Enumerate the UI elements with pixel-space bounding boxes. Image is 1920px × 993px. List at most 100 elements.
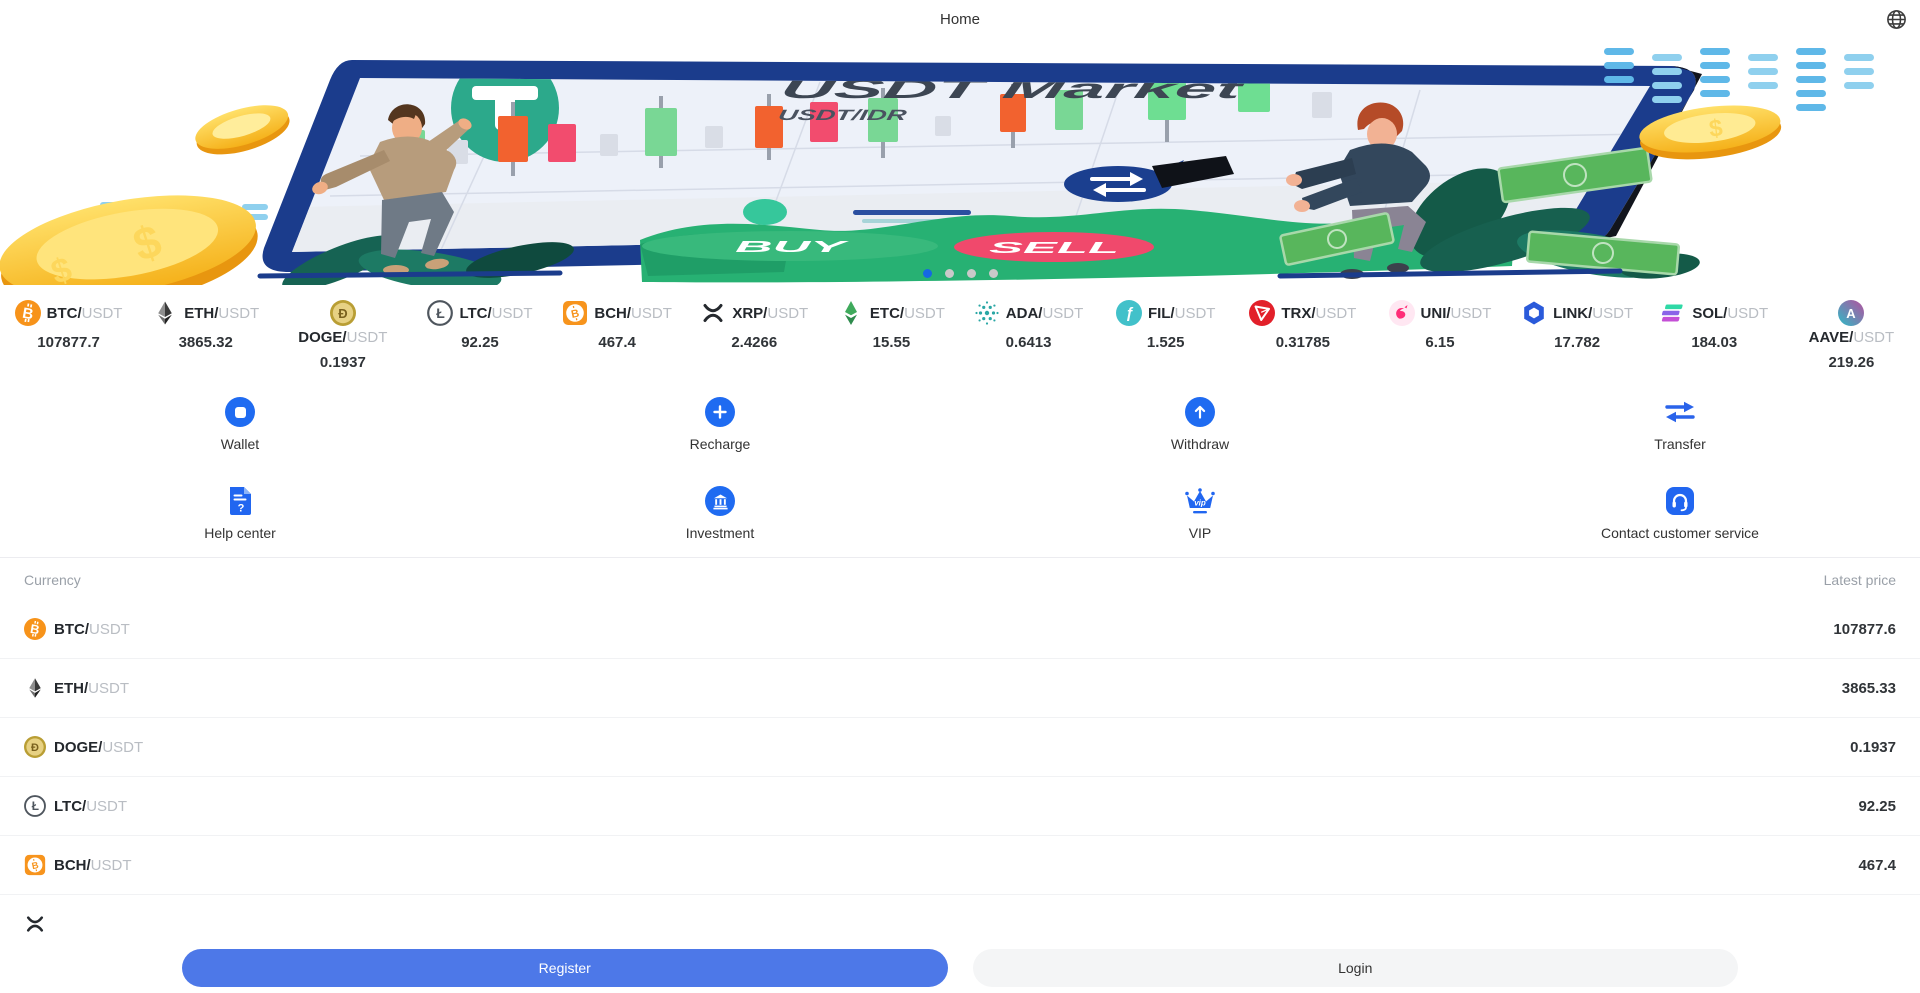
page-title: Home (939, 10, 980, 28)
eth-icon (24, 677, 46, 699)
bch-icon: B (24, 854, 46, 876)
svg-text:B: B (571, 308, 581, 321)
ada-icon (974, 300, 1000, 326)
customer-service-icon (1665, 486, 1695, 516)
ticker-item-fil[interactable]: ƒ FIL/USDT 1.525 (1097, 300, 1234, 371)
action-transfer[interactable]: Transfer (1440, 397, 1920, 452)
ticker-item-sol[interactable]: SOL/USDT 184.03 (1646, 300, 1783, 371)
row-price: 3865.33 (1841, 679, 1896, 697)
ltc-icon: Ł (24, 795, 46, 817)
svg-text:Ð: Ð (338, 306, 347, 321)
column-currency: Currency (24, 572, 81, 588)
ticker-item-ltc[interactable]: Ł LTC/USDT 92.25 (411, 300, 548, 371)
svg-text:B: B (31, 860, 40, 871)
fil-icon: ƒ (1115, 300, 1142, 326)
decor-dashes-right (1604, 48, 1874, 111)
ticker-price: 184.03 (1691, 334, 1738, 351)
ticker-item-trx[interactable]: TRX/USDT 0.31785 (1234, 300, 1371, 371)
gold-coin-large: $ $ (0, 195, 258, 285)
buy-label: BUY (735, 239, 849, 256)
banner-illustration: $ $ (0, 48, 1874, 285)
row-price: 0.1937 (1850, 738, 1896, 756)
trx-icon (1249, 300, 1276, 326)
aave-icon: A (1838, 300, 1865, 326)
svg-text:?: ? (237, 503, 244, 515)
svg-text:vip: vip (1194, 499, 1206, 508)
ticker-item-etc[interactable]: ETC/USDT 15.55 (823, 300, 960, 371)
action-investment[interactable]: Investment (480, 486, 960, 541)
recharge-plus-icon (705, 397, 735, 427)
ticker-row: B BTC/USDT 107877.7 ETH/USDT 3865.32 Ð D… (0, 300, 1920, 371)
login-button[interactable]: Login (972, 949, 1738, 987)
bch-icon: B (562, 300, 588, 326)
table-row-ltc[interactable]: Ł LTC/USDT 92.25 (0, 777, 1920, 836)
ticker-price: 0.1937 (319, 354, 366, 371)
vip-crown-icon: vip (1182, 486, 1218, 516)
doge-icon: Ð (24, 736, 46, 758)
carousel-dot[interactable] (988, 269, 998, 278)
doge-icon: Ð (329, 300, 356, 326)
withdraw-arrow-icon (1185, 397, 1215, 427)
svg-text:ƒ: ƒ (1125, 305, 1133, 322)
action-customer-service[interactable]: Contact customer service (1440, 486, 1920, 541)
column-latest-price: Latest price (1823, 572, 1896, 588)
banknotes (1279, 146, 1681, 276)
ticker-item-uni[interactable]: UNI/USDT 6.15 (1371, 300, 1508, 371)
ticker-price: 17.782 (1554, 334, 1601, 351)
row-price: 92.25 (1858, 797, 1896, 815)
market-table-header: Currency Latest price (0, 558, 1920, 600)
btc-icon: B (14, 300, 41, 326)
ticker-price: 6.15 (1425, 334, 1455, 351)
investment-bank-icon (705, 486, 735, 516)
ticker-item-aave[interactable]: A AAVE/USDT 219.26 (1783, 300, 1920, 371)
svg-text:Ð: Ð (31, 742, 39, 754)
carousel-dots (0, 269, 1920, 278)
market-table: Currency Latest price B BTC/USDT 107877.… (0, 557, 1920, 954)
bottom-auth-bar: Register Login (0, 943, 1920, 993)
carousel-dot[interactable] (944, 269, 954, 278)
ticker-price: 1.525 (1146, 334, 1185, 351)
carousel-dot[interactable] (922, 269, 932, 278)
sol-icon (1660, 300, 1686, 326)
svg-text:B: B (29, 622, 40, 637)
xrp-icon (700, 300, 726, 326)
action-withdraw[interactable]: Withdraw (960, 397, 1440, 452)
language-globe-icon[interactable] (1886, 9, 1907, 30)
ticker-price: 2.4266 (731, 334, 778, 351)
table-row-doge[interactable]: Ð DOGE/USDT 0.1937 (0, 718, 1920, 777)
ticker-price: 0.6413 (1005, 334, 1052, 351)
ticker-item-link[interactable]: LINK/USDT 17.782 (1509, 300, 1646, 371)
row-price: 467.4 (1858, 856, 1896, 874)
carousel-dot[interactable] (966, 269, 976, 278)
help-center-icon: ? (228, 486, 253, 516)
gold-coin-right: $ (1639, 105, 1782, 160)
ticker-price: 0.31785 (1275, 334, 1330, 351)
register-button[interactable]: Register (182, 949, 948, 987)
svg-text:$: $ (1708, 114, 1725, 143)
sell-pill (954, 232, 1154, 262)
header: Home (0, 0, 1920, 38)
ticker-item-bch[interactable]: B BCH/USDT 467.4 (549, 300, 686, 371)
ticker-price: 15.55 (872, 334, 911, 351)
ticker-item-ada[interactable]: ADA/USDT 0.6413 (960, 300, 1097, 371)
ticker-item-btc[interactable]: B BTC/USDT 107877.7 (0, 300, 137, 371)
svg-text:Ł: Ł (437, 305, 446, 321)
uni-icon (1388, 300, 1415, 326)
svg-text:Ł: Ł (32, 799, 39, 813)
action-help-center[interactable]: ? Help center (0, 486, 480, 541)
row-price: 107877.6 (1833, 620, 1896, 638)
action-wallet[interactable]: Wallet (0, 397, 480, 452)
ticker-item-xrp[interactable]: XRP/USDT 2.4266 (686, 300, 823, 371)
ticker-item-eth[interactable]: ETH/USDT 3865.32 (137, 300, 274, 371)
ticker-item-doge[interactable]: Ð DOGE/USDT 0.1937 (274, 300, 411, 371)
buy-pill (642, 231, 938, 261)
banner-subtitle: USDT/IDR (777, 107, 908, 124)
etc-icon (838, 300, 864, 326)
table-row-eth[interactable]: ETH/USDT 3865.33 (0, 659, 1920, 718)
table-row-bch[interactable]: B BCH/USDT 467.4 (0, 836, 1920, 895)
link-icon (1521, 300, 1547, 326)
action-recharge[interactable]: Recharge (480, 397, 960, 452)
table-row-btc[interactable]: B BTC/USDT 107877.6 (0, 600, 1920, 659)
action-vip[interactable]: vip VIP (960, 486, 1440, 541)
btc-icon: B (24, 618, 46, 640)
